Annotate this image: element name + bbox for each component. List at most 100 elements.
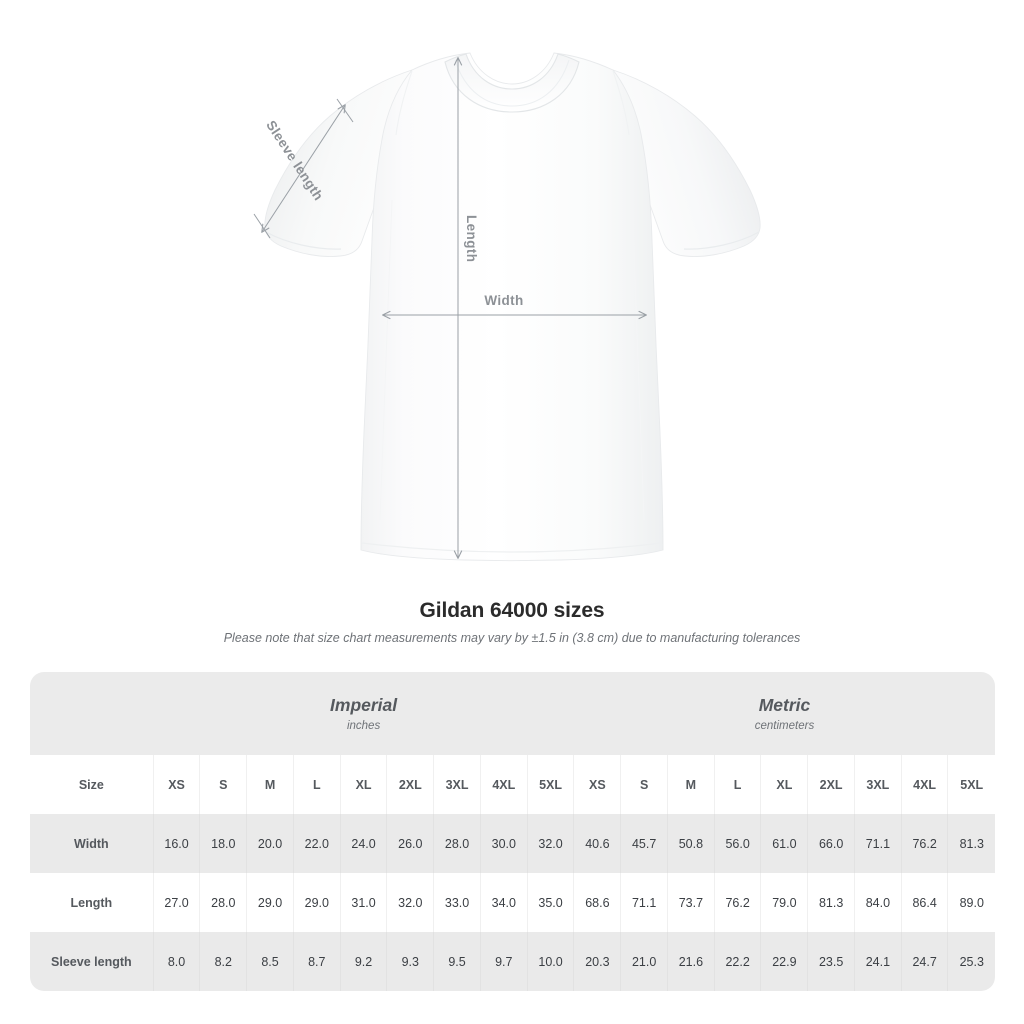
cell-imperial-r0-c2: 20.0 <box>246 814 294 873</box>
collar <box>444 53 580 113</box>
cell-metric-r2-c6: 24.1 <box>853 932 902 991</box>
cell-imperial-r0-c5: 26.0 <box>386 814 434 873</box>
cell-metric-r2-c7: 24.7 <box>900 932 948 991</box>
imperial-unit-label: inches <box>346 719 381 732</box>
cell-metric-r0-c7: 76.2 <box>900 814 948 873</box>
right-sleeve <box>612 69 761 257</box>
cell-metric-r0-c5: 66.0 <box>807 814 855 873</box>
cell-imperial-r2-c4: 9.2 <box>339 932 387 991</box>
metric-unit-label: centimeters <box>754 719 815 732</box>
row-label-1: Length <box>30 873 154 932</box>
banner-spacer-cell <box>30 672 154 755</box>
header-cell-imperial-L: L <box>292 755 341 814</box>
cell-metric-r2-c3: 22.2 <box>713 932 761 991</box>
title-block: Gildan 64000 sizes Please note that size… <box>0 598 1024 646</box>
cell-metric-r0-c6: 71.1 <box>853 814 902 873</box>
cell-metric-r1-c6: 84.0 <box>853 873 902 932</box>
header-cell-metric-L: L <box>713 755 761 814</box>
row-label-0: Width <box>30 814 154 873</box>
cell-imperial-r0-c1: 18.0 <box>199 814 247 873</box>
header-cell-metric-XL: XL <box>760 755 808 814</box>
header-cell-imperial-3XL: 3XL <box>433 755 481 814</box>
cell-metric-r0-c0: 40.6 <box>573 814 621 873</box>
cell-imperial-r0-c4: 24.0 <box>339 814 387 873</box>
header-cell-imperial-XS: XS <box>152 755 200 814</box>
cell-metric-r2-c5: 23.5 <box>807 932 855 991</box>
cell-metric-r2-c4: 22.9 <box>760 932 808 991</box>
metric-banner-cell: Metric centimeters <box>573 672 995 755</box>
cell-metric-r2-c8: 25.3 <box>947 932 995 991</box>
cell-imperial-r0-c3: 22.0 <box>292 814 341 873</box>
fabric-fold-right <box>631 199 645 521</box>
cell-imperial-r2-c6: 9.5 <box>433 932 481 991</box>
cell-metric-r1-c5: 81.3 <box>807 873 855 932</box>
sleeve-arrow-line <box>261 104 346 233</box>
cell-imperial-r1-c8: 35.0 <box>526 873 574 932</box>
row-label-2: Sleeve length <box>30 932 154 991</box>
cell-metric-r0-c2: 50.8 <box>666 814 715 873</box>
header-cell-imperial-4XL: 4XL <box>479 755 528 814</box>
tolerance-note: Please note that size chart measurements… <box>223 631 801 645</box>
cell-imperial-r2-c1: 8.2 <box>199 932 247 991</box>
header-cell-metric-S: S <box>620 755 668 814</box>
cell-metric-r1-c4: 79.0 <box>760 873 808 932</box>
header-cell-metric-M: M <box>666 755 715 814</box>
collar-inner-line <box>454 59 570 107</box>
cell-imperial-r1-c5: 32.0 <box>386 873 434 932</box>
cell-imperial-r0-c6: 28.0 <box>433 814 481 873</box>
cell-metric-r1-c2: 73.7 <box>666 873 715 932</box>
size-chart-table: Imperial inches Metric centimeters Size XS S M L… <box>30 672 995 991</box>
cell-metric-r1-c7: 86.4 <box>900 873 948 932</box>
table-row: Width 16.0 18.0 20.0 22.0 24.0 26.0 28.0 30.0 32.… <box>30 814 995 873</box>
page-title: Gildan 64000 sizes <box>419 599 605 622</box>
header-cell-imperial-2XL: 2XL <box>386 755 434 814</box>
unit-banner-row: Imperial inches Metric centimeters <box>30 672 995 755</box>
cell-imperial-r1-c1: 28.0 <box>199 873 247 932</box>
left-shoulder-seam <box>395 70 413 136</box>
bottom-hem <box>361 542 663 553</box>
cell-imperial-r2-c7: 9.7 <box>479 932 528 991</box>
cell-imperial-r0-c7: 30.0 <box>479 814 528 873</box>
cell-imperial-r2-c3: 8.7 <box>292 932 341 991</box>
header-cell-imperial-XL: XL <box>339 755 387 814</box>
header-cell-metric-3XL: 3XL <box>853 755 902 814</box>
metric-system-label: Metric <box>758 694 811 715</box>
cell-metric-r2-c2: 21.6 <box>666 932 715 991</box>
header-cell-metric-XS: XS <box>573 755 621 814</box>
cell-imperial-r0-c0: 16.0 <box>152 814 200 873</box>
cell-metric-r1-c0: 68.6 <box>573 873 621 932</box>
right-shoulder-seam <box>612 70 630 136</box>
cell-imperial-r2-c5: 9.3 <box>386 932 434 991</box>
header-cell-imperial-5XL: 5XL <box>526 755 574 814</box>
size-header-row: Size XS S M L XL 2XL 3XL 4XL 5XL XS S M L XL 2XL 3XL 4XL 5… <box>30 755 995 814</box>
cell-imperial-r2-c8: 10.0 <box>526 932 574 991</box>
left-sleeve-hem <box>265 231 342 250</box>
cell-metric-r0-c8: 81.3 <box>947 814 995 873</box>
cell-imperial-r1-c7: 34.0 <box>479 873 528 932</box>
cell-imperial-r2-c2: 8.5 <box>246 932 294 991</box>
cell-metric-r2-c0: 20.3 <box>573 932 621 991</box>
size-chart-table-wrap: Imperial inches Metric centimeters Size XS S M L… <box>30 672 995 991</box>
cell-metric-r1-c3: 76.2 <box>713 873 761 932</box>
cell-imperial-r1-c4: 31.0 <box>339 873 387 932</box>
header-cell-metric-4XL: 4XL <box>900 755 948 814</box>
imperial-banner-cell: Imperial inches <box>153 672 574 755</box>
length-label: Length <box>464 215 479 262</box>
width-label: Width <box>484 293 523 308</box>
cell-metric-r2-c1: 21.0 <box>620 932 668 991</box>
table-row: Sleeve length 8.0 8.2 8.5 8.7 9.2 9.3 9.5 9.7 10.… <box>30 932 995 991</box>
cell-imperial-r1-c6: 33.0 <box>433 873 481 932</box>
table-row: Length 27.0 28.0 29.0 29.0 31.0 32.0 33.0 34.0 35… <box>30 873 995 932</box>
header-cell-metric-5XL: 5XL <box>947 755 995 814</box>
cell-imperial-r2-c0: 8.0 <box>152 932 200 991</box>
cell-metric-r1-c8: 89.0 <box>947 873 995 932</box>
right-sleeve-hem <box>683 231 760 250</box>
cell-imperial-r0-c8: 32.0 <box>526 814 574 873</box>
imperial-system-label: Imperial <box>330 694 398 715</box>
header-cell-imperial-M: M <box>246 755 294 814</box>
header-cell-size: Size <box>30 755 154 814</box>
shirt-body <box>360 52 664 562</box>
fabric-fold-left <box>379 199 393 521</box>
cell-imperial-r1-c3: 29.0 <box>292 873 341 932</box>
header-cell-imperial-S: S <box>199 755 247 814</box>
